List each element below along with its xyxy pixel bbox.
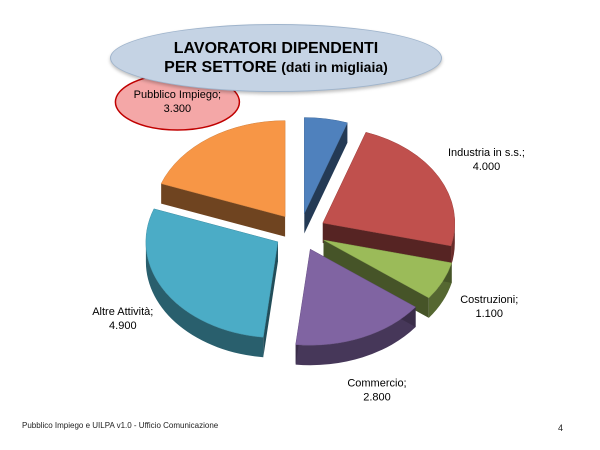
pie-slice-edge	[304, 122, 348, 234]
pie-slice-top	[323, 239, 453, 299]
pie-slice-top	[322, 132, 456, 247]
footer-text: Pubblico Impiego e UILPA v1.0 - Ufficio …	[22, 421, 219, 430]
slice-label-name: Pubblico Impiego;	[134, 89, 221, 101]
pie-slice-edge	[263, 241, 278, 358]
slice-label-value: 4.000	[473, 161, 501, 173]
pie-slice-top	[160, 120, 286, 217]
slice-label-commercio: Commercio; 2.800	[347, 377, 406, 403]
pie-slice-edge	[161, 183, 286, 237]
slice-label-value: 2.800	[363, 391, 391, 403]
slice-label-name: Costruzioni;	[460, 294, 518, 306]
slice-label-value: 3.300	[164, 103, 192, 115]
slice-label-name: Altre Attività;	[92, 306, 153, 318]
pie-slice-edge	[322, 223, 452, 266]
pie-slice-edge	[323, 240, 429, 318]
slice-label-industria-in-s-s: Industria in s.s.; 4.000	[448, 147, 525, 173]
pie-slice-side	[451, 223, 455, 266]
chart-title-line2-main: PER SETTORE	[164, 59, 282, 76]
chart-title-line1: LAVORATORI DIPENDENTI	[173, 40, 379, 57]
pie-slice-side	[295, 307, 416, 366]
pie-slice-top	[145, 208, 279, 338]
slice-label-name: Industria in s.s.;	[448, 147, 525, 159]
slice-label-altre-attivit: Altre Attività; 4.900	[92, 306, 153, 332]
chart-title-line2-sub: (dati in migliaia)	[281, 59, 388, 75]
slice-label-value: 4.900	[109, 320, 137, 332]
slice-label-value: 1.100	[475, 308, 503, 320]
chart-title-line2: PER SETTORE (dati in migliaia)	[164, 58, 388, 77]
page-number: 4	[558, 423, 564, 433]
pie-slice-top	[304, 117, 348, 214]
pie-slice-top	[295, 248, 417, 346]
chart-title-banner: LAVORATORI DIPENDENTI PER SETTORE (dati …	[110, 24, 442, 92]
slice-label-name: Commercio;	[347, 377, 406, 389]
pie-slice-altre-attivit	[145, 208, 279, 358]
pie-slice-industria-in-s-s	[322, 132, 456, 266]
pie-slice-commercio	[295, 248, 417, 366]
slice-label-costruzioni: Costruzioni; 1.100	[460, 294, 518, 320]
pie-slice-side	[145, 241, 264, 358]
pie-slice-pubblico-impiego	[160, 120, 286, 237]
pie-slice-agricoltura	[304, 117, 348, 234]
pie-slice-costruzioni	[323, 239, 453, 318]
